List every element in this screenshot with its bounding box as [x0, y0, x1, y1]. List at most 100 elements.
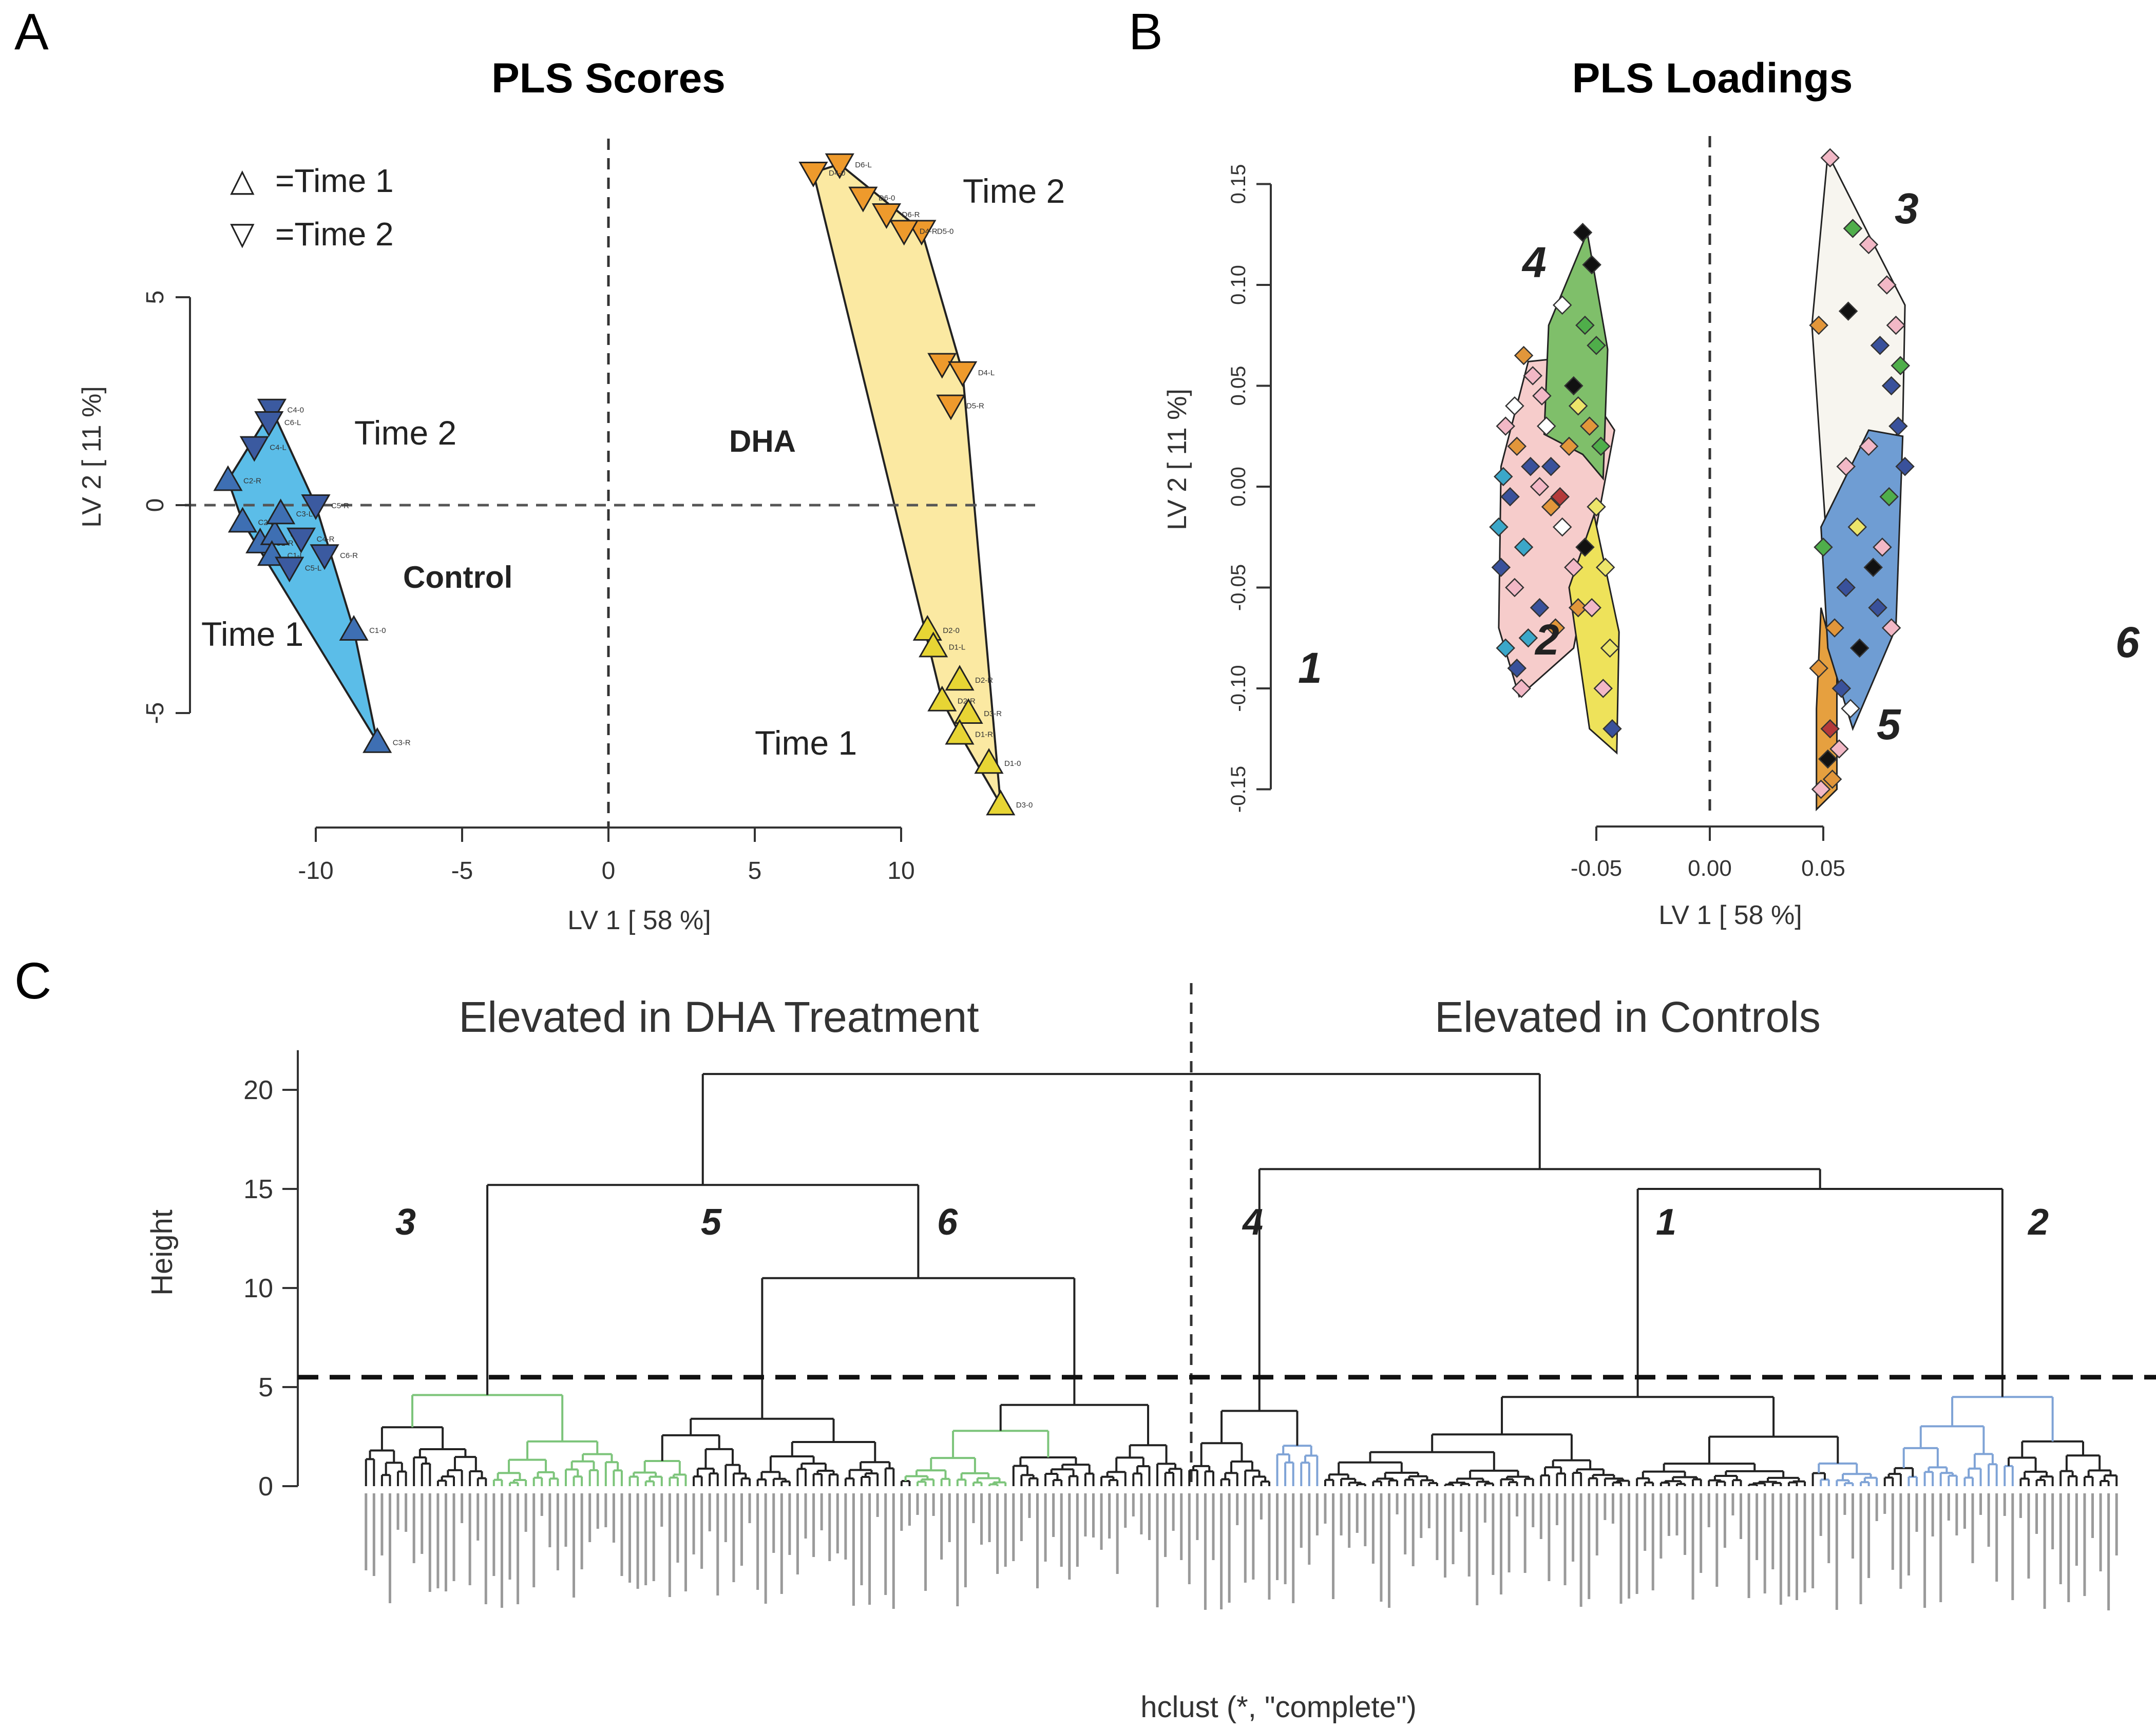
loading-point — [1809, 658, 1828, 678]
scores-y-tick-label: 5 — [142, 291, 169, 304]
pls-scores-title: PLS Scores — [491, 55, 726, 102]
loading-point — [1507, 658, 1527, 678]
loadings-x-tick-label: 0.00 — [1688, 856, 1732, 881]
loading-point — [1600, 638, 1620, 658]
loading-point — [1870, 336, 1890, 355]
score-point — [266, 498, 296, 525]
score-point — [213, 465, 243, 491]
loading-point — [1514, 537, 1534, 557]
score-point-label: C3-L — [296, 510, 313, 518]
loading-point — [1881, 376, 1901, 396]
loading-point — [1822, 770, 1842, 789]
loading-point — [1879, 487, 1899, 507]
annot-control-group: Control — [403, 560, 512, 594]
loading-point — [1552, 295, 1572, 315]
score-point — [260, 519, 290, 545]
score-point — [310, 544, 339, 570]
panel-label-c: C — [14, 952, 51, 1010]
score-point — [254, 411, 284, 437]
legend-time2-label: =Time 2 — [275, 216, 394, 253]
dendro-y-tick-label: 20 — [243, 1075, 273, 1105]
loading-point — [1877, 275, 1897, 295]
dendro-y-tick-label: 5 — [258, 1373, 273, 1402]
legend-time1-label: =Time 1 — [275, 162, 394, 199]
cluster-label-4: 4 — [1521, 238, 1547, 286]
loading-point — [1582, 255, 1601, 275]
annot-control-time1: Time 1 — [201, 615, 303, 653]
score-point-label: D6-L — [855, 161, 872, 169]
loading-point — [1595, 558, 1615, 577]
loadings-y-tick-label: -0.10 — [1227, 665, 1250, 712]
loading-point — [1841, 699, 1860, 719]
loadings-y-tick-label: 0.00 — [1227, 467, 1250, 507]
scores-y-tick-label: -5 — [142, 702, 169, 724]
score-point-label: C2-R — [243, 476, 261, 485]
cluster-hull-4 — [1543, 229, 1609, 481]
loadings-x-tick-label: -0.05 — [1571, 856, 1622, 881]
scores-y-tick-label: 0 — [142, 498, 169, 512]
cluster-label-3: 3 — [1895, 184, 1919, 233]
loading-point — [1507, 436, 1527, 456]
loading-point — [1836, 578, 1856, 598]
dendro-cluster-label-1: 1 — [1656, 1202, 1676, 1243]
loading-point — [1496, 416, 1515, 436]
score-point — [825, 153, 854, 179]
loading-point — [1496, 638, 1515, 658]
loading-point — [1559, 436, 1579, 456]
loading-point — [1873, 537, 1892, 557]
score-point — [301, 494, 331, 521]
score-point-label: C6-L — [284, 418, 301, 427]
pls-loadings-panel: PLS Loadings -0.05 0.00 0.05 -0.15 -0.10 -0.0… — [1162, 55, 2140, 930]
score-point-label: D5-R — [966, 402, 984, 411]
scores-legend: △ =Time 1 ▽ =Time 2 — [230, 161, 394, 253]
score-point-label: D6-R — [902, 210, 920, 219]
score-point — [945, 665, 975, 691]
score-point — [953, 698, 983, 724]
score-point — [919, 631, 948, 658]
scores-x-tick-label: 0 — [602, 857, 616, 885]
dendro-xlabel: hclust (*, "complete") — [1140, 1690, 1417, 1724]
score-point-label: D1-0 — [1004, 759, 1021, 768]
score-point — [239, 436, 269, 462]
score-point-label: D1-L — [949, 643, 966, 651]
loading-point — [1518, 628, 1538, 648]
subtitle-controls: Elevated in Controls — [1435, 993, 1821, 1041]
loading-point — [1863, 558, 1883, 577]
loading-point — [1546, 618, 1566, 638]
loadings-y-tick-label: -0.05 — [1227, 564, 1250, 611]
score-point — [362, 727, 392, 753]
loading-point — [1587, 336, 1606, 355]
score-point-label: C6-R — [340, 551, 358, 560]
panel-label-b: B — [1129, 3, 1163, 61]
dendro-cluster-label-2: 2 — [2027, 1202, 2049, 1243]
loading-point — [1575, 537, 1595, 557]
score-point-label: C3-R — [393, 739, 411, 747]
scores-ylabel: LV 2 [ 11 %] — [77, 386, 107, 528]
score-point-label: C1-0 — [369, 626, 386, 635]
loading-point — [1523, 366, 1543, 386]
score-point-label: D5-0 — [937, 227, 954, 236]
loading-point — [1829, 739, 1849, 759]
loading-point — [1505, 396, 1524, 416]
score-point-label: D6-0 — [879, 194, 895, 203]
legend-time2-symbol: ▽ — [230, 215, 255, 252]
loading-point — [1541, 456, 1561, 476]
loading-point — [1859, 436, 1879, 456]
loading-point — [1552, 517, 1572, 537]
loading-point — [1825, 618, 1844, 638]
annot-dha-time1: Time 1 — [755, 724, 857, 762]
loading-point — [1847, 517, 1867, 537]
scores-x-tick-label: -10 — [298, 857, 333, 885]
score-point-label: D4-0 — [829, 169, 846, 178]
loading-point — [1591, 436, 1611, 456]
score-point — [339, 614, 369, 641]
loading-point — [1587, 497, 1606, 517]
loadings-y-tick-label: 0.15 — [1227, 164, 1250, 204]
annot-dha-time2: Time 2 — [963, 172, 1065, 210]
dendro-cluster-label-4: 4 — [1242, 1202, 1263, 1243]
score-point — [974, 748, 1004, 774]
scores-xlabel: LV 1 [ 58 %] — [567, 906, 711, 935]
loading-point — [1491, 558, 1511, 577]
score-point-label: D2-R — [975, 676, 993, 685]
